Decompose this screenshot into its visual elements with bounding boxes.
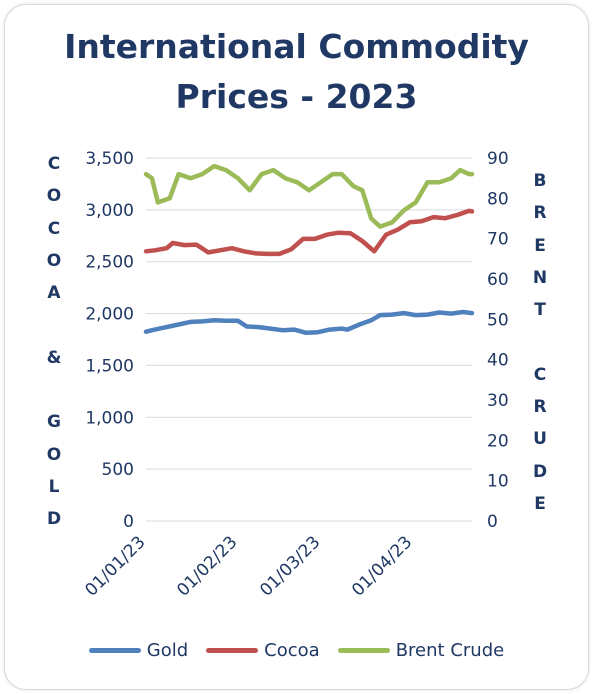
right-tick-label-8: 10: [487, 472, 509, 492]
legend-item-brent: Brent Crude: [337, 640, 505, 661]
left-tick-label-1: 3,000: [85, 201, 134, 221]
left-axis-label-letter-11: D: [46, 509, 62, 530]
series-line-brent-crude: [143, 163, 475, 229]
legend-label-brent: Brent Crude: [395, 640, 505, 661]
right-tick-label-0: 90: [487, 149, 509, 169]
legend-item-cocoa: Cocoa: [206, 640, 320, 661]
chart-title-line-2: Prices - 2023: [175, 77, 418, 116]
left-axis-label-letter-4: A: [47, 283, 61, 304]
left-axis-label-letter-10: L: [48, 476, 60, 497]
right-tick-label-6: 30: [487, 391, 509, 411]
left-axis-label-letter-2: C: [47, 218, 61, 239]
right-tick-label-4: 50: [487, 310, 509, 330]
right-axis-label-letter-7: R: [533, 397, 547, 418]
chart-legend: Gold Cocoa Brent Crude: [0, 640, 593, 661]
right-axis-label-letter-3: N: [532, 267, 548, 288]
left-tick-label-0: 3,500: [85, 149, 134, 169]
left-axis-label-letter-0: C: [47, 154, 61, 174]
left-tick-label-4: 1,500: [85, 356, 134, 376]
right-tick-label-9: 0: [487, 512, 498, 532]
left-tick-label-2: 2,500: [85, 253, 134, 273]
legend-item-gold: Gold: [88, 640, 189, 661]
gridlines: [146, 157, 472, 522]
right-axis-label-letter-1: R: [533, 203, 547, 224]
left-axis-label-letter-9: O: [46, 444, 62, 465]
right-tick-label-2: 70: [487, 230, 509, 250]
left-tick-label-7: 0: [123, 512, 134, 532]
x-tick-label-3: 01/04/23: [348, 532, 416, 600]
left-axis-label-letter-8: G: [47, 412, 61, 433]
right-tick-label-3: 60: [487, 270, 509, 290]
right-axis-label-letter-2: E: [534, 235, 546, 256]
series-line-gold: [143, 309, 475, 336]
left-tick-label-6: 500: [102, 460, 134, 480]
legend-swatch-cocoa: [206, 648, 259, 653]
left-tick-label-3: 2,000: [85, 305, 134, 325]
legend-label-gold: Gold: [146, 640, 189, 661]
x-tick-label-2: 01/03/23: [256, 532, 324, 600]
right-axis-label-letter-0: B: [533, 171, 547, 191]
right-axis-label-letter-6: C: [533, 364, 547, 385]
right-axis-label-letter-4: T: [534, 300, 546, 321]
chart-title: International Commodity Prices - 2023: [0, 22, 593, 122]
left-axis-label-letter-3: O: [46, 250, 62, 271]
chart-frame: [4, 4, 589, 690]
legend-swatch-brent: [337, 648, 390, 653]
right-axis-label-letter-9: D: [532, 461, 548, 482]
chart-title-line-1: International Commodity: [64, 27, 529, 66]
left-tick-label-5: 1,000: [85, 408, 134, 428]
right-axis-label-letter-8: U: [533, 429, 547, 450]
left-axis-label: C O C O A & G O L D: [42, 148, 66, 536]
left-axis-label-letter-6: &: [46, 347, 62, 368]
line-chart: 3,5003,0002,5002,0001,5001,0005000908070…: [81, 149, 509, 601]
x-tick-label-1: 01/02/23: [173, 532, 241, 600]
left-axis-label-letter-1: O: [46, 186, 62, 207]
legend-label-cocoa: Cocoa: [264, 640, 320, 661]
series-line-cocoa: [143, 208, 475, 257]
right-axis-label-letter-10: E: [534, 493, 546, 514]
series-lines: [143, 163, 475, 336]
right-tick-label-1: 80: [487, 189, 509, 209]
legend-swatch-gold: [88, 648, 141, 653]
x-tick-label-0: 01/01/23: [81, 532, 149, 600]
right-tick-label-5: 40: [487, 351, 509, 371]
right-tick-label-7: 20: [487, 431, 509, 451]
